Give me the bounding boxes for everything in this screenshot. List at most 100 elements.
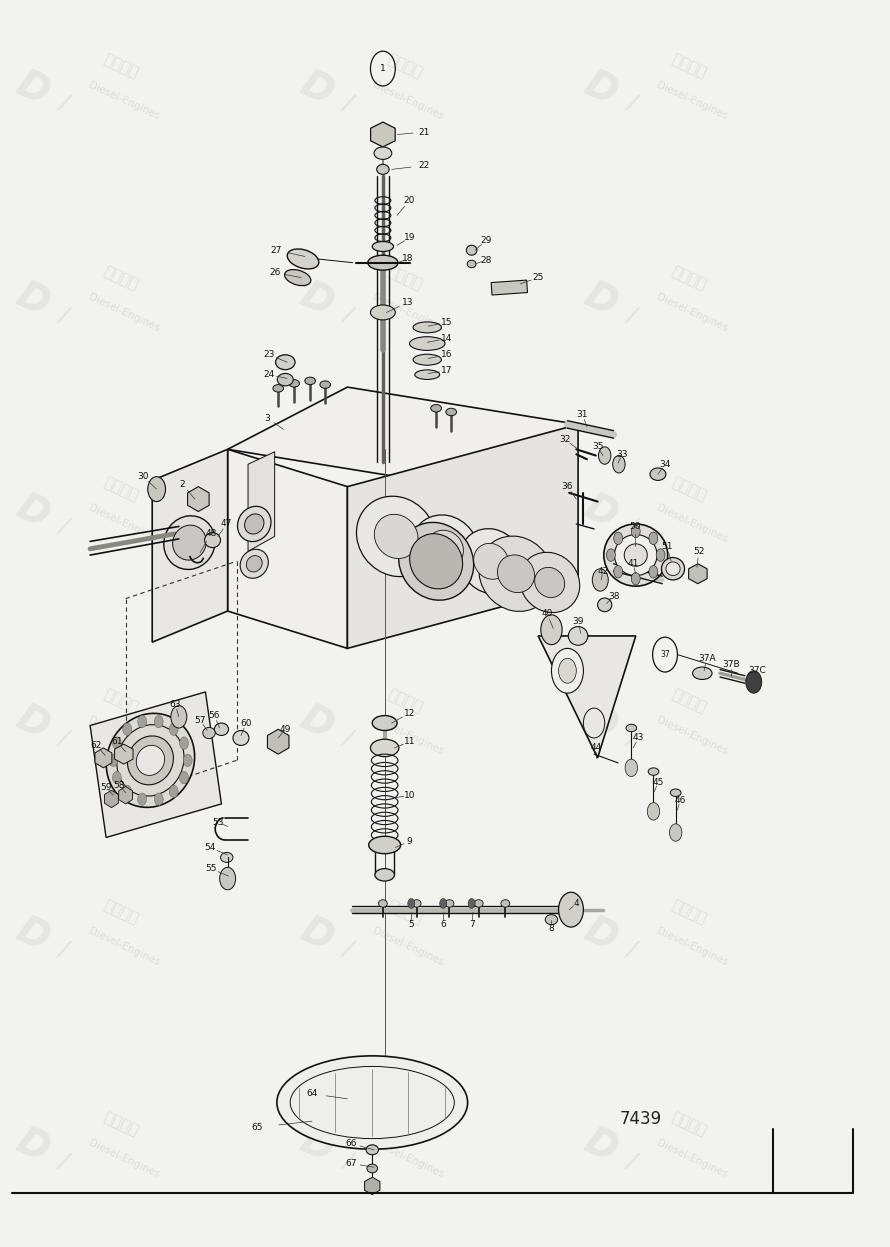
- Text: 30: 30: [138, 473, 150, 481]
- Text: /: /: [622, 1148, 640, 1173]
- Circle shape: [440, 899, 447, 908]
- Ellipse shape: [245, 514, 264, 534]
- Circle shape: [625, 759, 637, 777]
- Text: 53: 53: [212, 818, 223, 827]
- Text: /: /: [622, 302, 640, 328]
- Text: /: /: [54, 91, 72, 116]
- Ellipse shape: [412, 900, 421, 907]
- Ellipse shape: [287, 249, 319, 269]
- Ellipse shape: [278, 373, 294, 385]
- Circle shape: [112, 737, 121, 749]
- Circle shape: [606, 549, 615, 561]
- Ellipse shape: [445, 900, 454, 907]
- Ellipse shape: [467, 261, 476, 268]
- Ellipse shape: [372, 716, 397, 731]
- Circle shape: [148, 476, 166, 501]
- Text: Diesel-Engines: Diesel-Engines: [370, 503, 445, 545]
- Ellipse shape: [273, 384, 284, 392]
- Text: 紫发动力: 紫发动力: [101, 686, 141, 715]
- Ellipse shape: [426, 530, 464, 567]
- Ellipse shape: [501, 900, 510, 907]
- Text: D: D: [578, 276, 623, 324]
- Polygon shape: [115, 744, 133, 764]
- Polygon shape: [228, 449, 347, 648]
- Text: 18: 18: [402, 254, 414, 263]
- Circle shape: [169, 786, 178, 798]
- Text: 10: 10: [404, 791, 416, 799]
- Circle shape: [180, 772, 189, 784]
- Text: 17: 17: [441, 367, 452, 375]
- Ellipse shape: [474, 900, 483, 907]
- Ellipse shape: [106, 713, 195, 807]
- Text: 9: 9: [407, 837, 412, 845]
- Text: 66: 66: [345, 1139, 357, 1148]
- Text: 62: 62: [91, 741, 102, 749]
- Ellipse shape: [247, 556, 263, 572]
- Text: 27: 27: [271, 246, 282, 254]
- Text: /: /: [54, 514, 72, 539]
- Text: 15: 15: [441, 318, 452, 327]
- Text: D: D: [10, 700, 55, 747]
- Text: 28: 28: [480, 256, 491, 264]
- Circle shape: [649, 566, 658, 579]
- Circle shape: [631, 525, 640, 537]
- Text: D: D: [294, 276, 339, 324]
- Text: D: D: [578, 65, 623, 112]
- Text: D: D: [10, 276, 55, 324]
- Ellipse shape: [214, 723, 229, 736]
- Text: /: /: [54, 726, 72, 751]
- Text: /: /: [622, 514, 640, 539]
- Ellipse shape: [546, 914, 558, 924]
- Ellipse shape: [666, 562, 680, 576]
- Text: 56: 56: [208, 711, 220, 720]
- Text: 57: 57: [194, 716, 206, 725]
- Circle shape: [112, 772, 121, 784]
- Ellipse shape: [285, 269, 311, 286]
- Text: /: /: [338, 726, 356, 751]
- Ellipse shape: [368, 837, 400, 854]
- Ellipse shape: [411, 515, 479, 582]
- Ellipse shape: [289, 379, 300, 387]
- Ellipse shape: [277, 1056, 467, 1150]
- Text: /: /: [622, 726, 640, 751]
- Ellipse shape: [648, 768, 659, 776]
- Text: 1: 1: [380, 64, 385, 74]
- Text: 紫发动力: 紫发动力: [669, 51, 708, 81]
- Ellipse shape: [136, 746, 165, 776]
- Ellipse shape: [446, 408, 457, 415]
- Circle shape: [138, 793, 147, 806]
- Text: 14: 14: [441, 334, 452, 343]
- Ellipse shape: [399, 522, 473, 600]
- Text: 32: 32: [559, 435, 570, 444]
- Text: 54: 54: [204, 843, 215, 852]
- Ellipse shape: [203, 727, 215, 738]
- Circle shape: [559, 893, 584, 927]
- Text: 55: 55: [205, 864, 216, 873]
- Text: 24: 24: [263, 370, 275, 379]
- Ellipse shape: [370, 739, 399, 757]
- Circle shape: [614, 532, 623, 545]
- Circle shape: [138, 716, 147, 728]
- Text: Diesel-Engines: Diesel-Engines: [654, 80, 729, 122]
- Ellipse shape: [320, 380, 330, 388]
- Text: 4: 4: [573, 899, 579, 908]
- Circle shape: [109, 754, 117, 767]
- Circle shape: [220, 868, 236, 890]
- Text: 37: 37: [660, 650, 670, 660]
- Ellipse shape: [376, 165, 389, 175]
- Text: /: /: [338, 302, 356, 328]
- Circle shape: [552, 648, 584, 693]
- Ellipse shape: [650, 468, 666, 480]
- Text: 22: 22: [418, 161, 429, 170]
- Ellipse shape: [367, 1165, 377, 1173]
- Text: 紫发动力: 紫发动力: [385, 898, 425, 927]
- Ellipse shape: [626, 725, 636, 732]
- Ellipse shape: [374, 147, 392, 160]
- Circle shape: [169, 723, 178, 736]
- Text: Diesel-Engines: Diesel-Engines: [370, 1137, 445, 1180]
- Ellipse shape: [597, 599, 611, 612]
- Text: 紫发动力: 紫发动力: [101, 898, 141, 927]
- Polygon shape: [689, 564, 707, 584]
- Text: 23: 23: [263, 350, 275, 359]
- Text: 紫发动力: 紫发动力: [101, 475, 141, 504]
